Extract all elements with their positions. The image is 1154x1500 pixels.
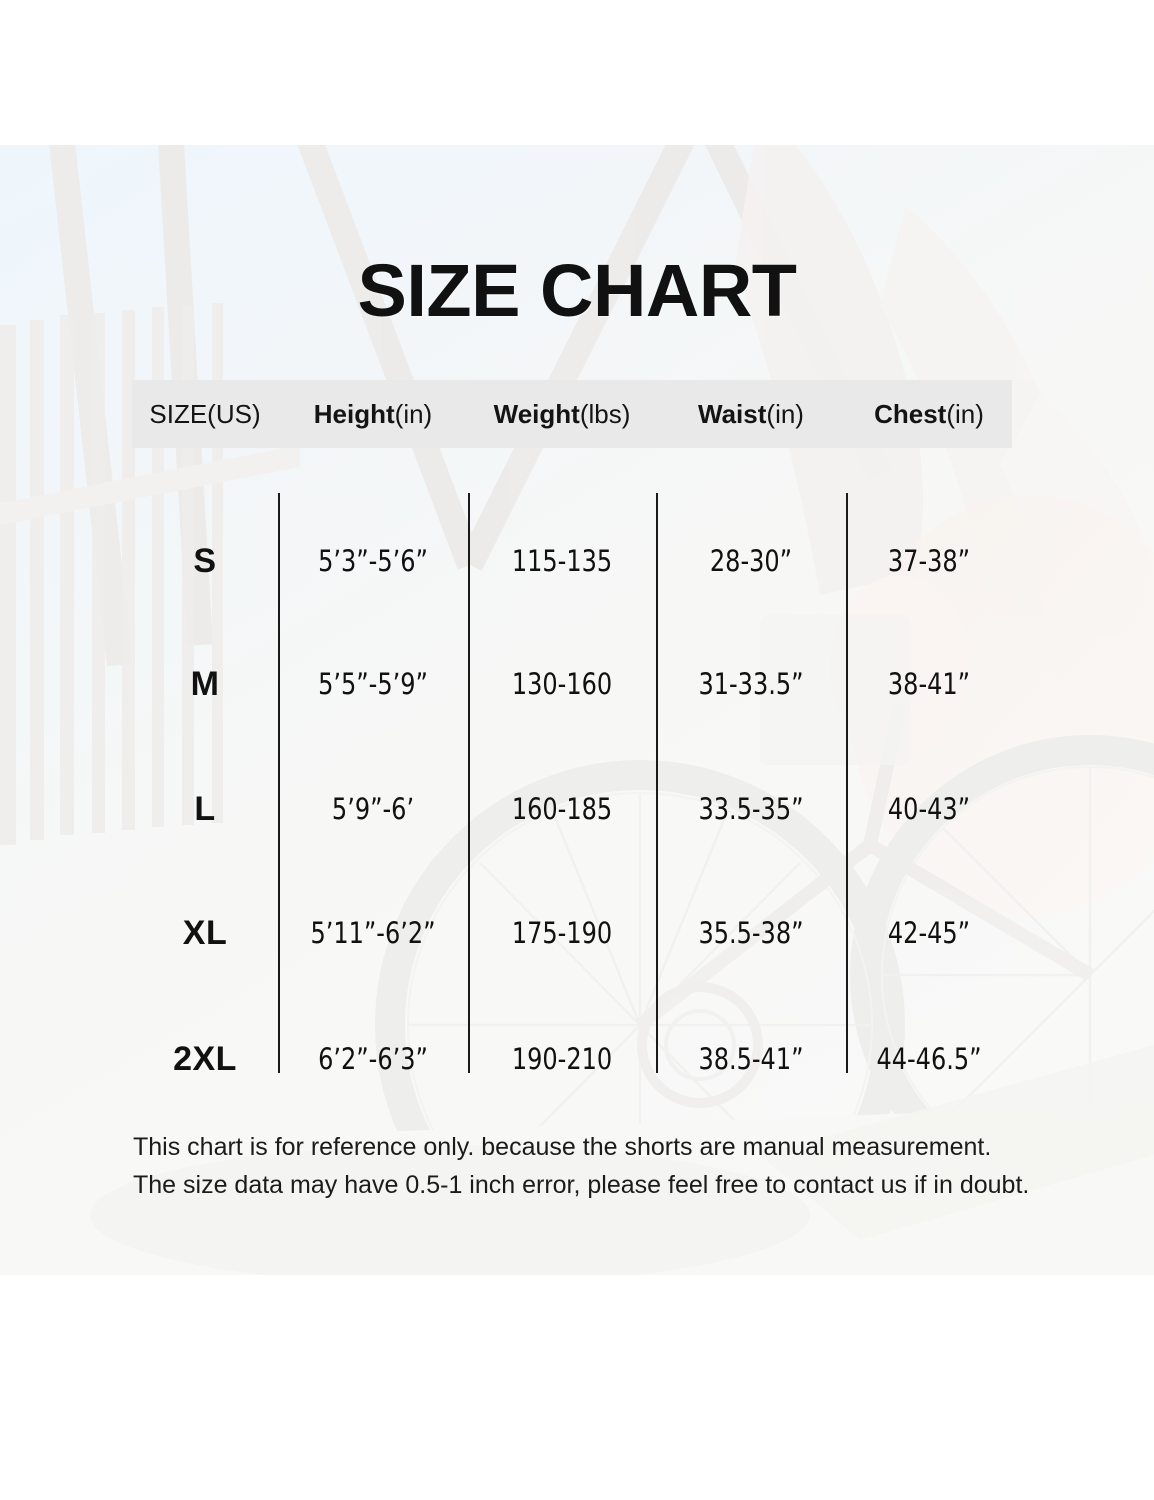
table-body: S 5’3”-5’6” 115-135 28-30” 37-38” M 5’5”…	[132, 493, 1012, 1078]
cell-height: 5’9”-6’	[331, 792, 415, 826]
column-header-size-unit: (US)	[207, 398, 261, 429]
cell-size: 2XL	[173, 1039, 237, 1078]
column-header-height-unit: (in)	[394, 398, 433, 429]
cell-weight: 190-210	[511, 1042, 613, 1076]
column-header-weight-unit: (lbs)	[579, 398, 631, 429]
cell-height: 5’11”-6’2”	[310, 916, 436, 950]
size-table: SIZE(US) Height(in) Weight(lbs) Waist(in…	[132, 380, 1012, 1078]
disclaimer-note: This chart is for reference only. becaus…	[133, 1133, 1030, 1199]
column-header-chest-name: Chest	[874, 398, 947, 429]
cell-size: XL	[182, 913, 228, 952]
column-divider-4	[846, 493, 848, 1073]
cell-size: L	[194, 789, 216, 828]
column-divider-3	[656, 493, 658, 1073]
cell-waist: 28-30”	[709, 544, 793, 578]
page-title: SIZE CHART	[357, 249, 798, 332]
column-divider-2	[468, 493, 470, 1073]
column-header-height: Height(in)	[278, 399, 468, 430]
cell-height: 6’2”-6’3”	[318, 1042, 428, 1076]
table-row: XL 5’11”-6’2” 175-190 35.5-38” 42-45”	[132, 913, 1012, 953]
cell-waist: 38.5-41”	[698, 1042, 804, 1076]
cell-chest: 37-38”	[887, 544, 971, 578]
column-header-waist-unit: (in)	[766, 398, 804, 429]
background-photo-artwork	[0, 145, 1154, 1275]
column-divider-1	[278, 493, 280, 1073]
cell-waist: 35.5-38”	[698, 916, 804, 950]
cell-chest: 44-46.5”	[876, 1042, 982, 1076]
cell-height: 5’5”-5’9”	[318, 667, 428, 701]
cell-weight: 175-190	[511, 916, 613, 950]
table-row: 2XL 6’2”-6’3” 190-210 38.5-41” 44-46.5”	[132, 1039, 1012, 1079]
column-header-chest-unit: (in)	[946, 398, 984, 429]
background-photo	[0, 145, 1154, 1275]
cell-chest: 38-41”	[887, 667, 971, 701]
column-header-weight-name: Weight	[493, 398, 580, 429]
column-header-waist: Waist(in)	[656, 399, 846, 430]
cell-chest: 40-43”	[887, 792, 971, 826]
cell-weight: 130-160	[511, 667, 613, 701]
column-header-chest: Chest(in)	[846, 399, 1012, 430]
column-header-size: SIZE(US)	[132, 399, 278, 430]
cell-height: 5’3”-5’6”	[318, 544, 428, 578]
cell-size: M	[190, 664, 220, 703]
table-header-row: SIZE(US) Height(in) Weight(lbs) Waist(in…	[132, 380, 1012, 448]
column-header-waist-name: Waist	[698, 398, 767, 429]
table-row: M 5’5”-5’9” 130-160 31-33.5” 38-41”	[132, 664, 1012, 704]
cell-size: S	[193, 541, 217, 580]
cell-waist: 33.5-35”	[698, 792, 804, 826]
cell-waist: 31-33.5”	[698, 667, 804, 701]
cell-weight: 115-135	[511, 544, 613, 578]
column-header-height-name: Height	[313, 398, 395, 429]
column-header-weight: Weight(lbs)	[468, 399, 656, 430]
column-header-size-name: SIZE	[149, 398, 208, 429]
table-row: S 5’3”-5’6” 115-135 28-30” 37-38”	[132, 541, 1012, 581]
table-row: L 5’9”-6’ 160-185 33.5-35” 40-43”	[132, 789, 1012, 829]
cell-chest: 42-45”	[887, 916, 971, 950]
cell-weight: 160-185	[511, 792, 613, 826]
